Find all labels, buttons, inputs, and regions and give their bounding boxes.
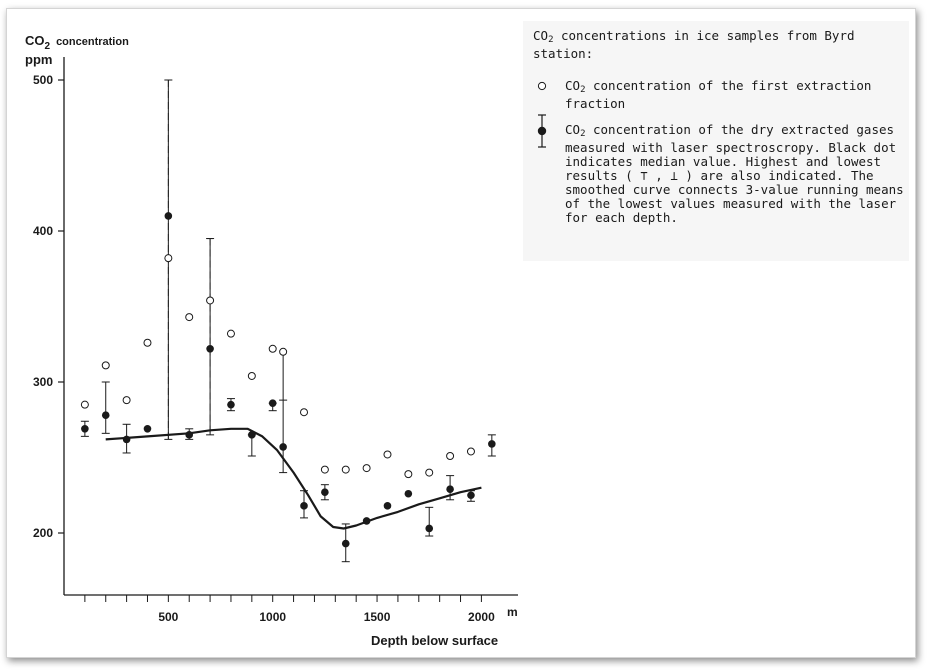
- first-extraction-point: [206, 296, 215, 305]
- first-extraction-point: [143, 338, 152, 347]
- laser-median-dot: [467, 491, 475, 500]
- x-axis-unit: m: [507, 605, 518, 619]
- first-extraction-point: [247, 371, 256, 380]
- co2-chart: CO2 concentration ppm Depth below surface…: [25, 33, 518, 648]
- laser-median-dot: [362, 517, 371, 525]
- laser-median-dot: [164, 212, 173, 220]
- laser-median-dot: [446, 485, 454, 494]
- first-extraction-point: [300, 408, 309, 417]
- x-tick-label: 1000: [259, 610, 286, 624]
- y-tick-label: 400: [33, 224, 53, 238]
- laser-median-dot: [143, 425, 152, 433]
- laser-median-dot: [279, 443, 287, 451]
- first-extraction-point: [80, 400, 89, 409]
- marks: [80, 79, 496, 563]
- first-extraction-point: [425, 468, 434, 477]
- laser-median-dot: [206, 344, 214, 353]
- open-circle-icon: [533, 79, 553, 98]
- first-extraction-point: [101, 361, 110, 370]
- axes: [63, 57, 518, 596]
- x-tick-label: 1500: [364, 610, 391, 624]
- y-axis-label: CO2 concentration: [25, 33, 129, 52]
- first-extraction-point: [446, 451, 455, 460]
- error-bar-dot-icon: [533, 113, 553, 152]
- laser-median-dot: [81, 425, 89, 433]
- laser-median-dot: [488, 440, 496, 448]
- first-extraction-point: [466, 447, 475, 456]
- y-tick-label: 300: [33, 375, 53, 389]
- laser-median-dot: [404, 489, 413, 498]
- first-extraction-point: [122, 396, 131, 405]
- laser-median-dot: [122, 435, 131, 444]
- laser-median-dot: [321, 488, 329, 497]
- smoothed-curve: [105, 427, 482, 530]
- laser-median-dot: [268, 399, 277, 407]
- first-extraction-point: [404, 470, 413, 479]
- legend-title: CO2 concentrations in ice samples from B…: [533, 28, 863, 61]
- x-axis-label: Depth below surface: [371, 633, 498, 648]
- y-axis-unit: ppm: [25, 52, 52, 67]
- first-extraction-point: [268, 344, 277, 353]
- first-extraction-point: [320, 465, 329, 474]
- figure-frame: CO2 concentration ppm Depth below surface…: [6, 8, 916, 658]
- first-extraction-point: [164, 254, 173, 263]
- laser-median-dot: [341, 539, 350, 548]
- laser-median-dot: [383, 502, 392, 510]
- first-extraction-point: [226, 329, 235, 338]
- x-tick-label: 500: [158, 610, 178, 624]
- ticks: 500 1000 1500 2000 200 300 400 500: [33, 73, 495, 624]
- laser-median-dot: [185, 431, 194, 439]
- first-extraction-point: [341, 465, 350, 474]
- first-extraction-point: [185, 313, 194, 322]
- first-extraction-point: [362, 464, 371, 473]
- first-extraction-point: [383, 450, 392, 459]
- first-extraction-point: [279, 347, 288, 356]
- y-tick-label: 500: [33, 73, 53, 87]
- laser-median-dot: [101, 411, 110, 420]
- laser-median-dot: [248, 431, 256, 439]
- y-tick-label: 200: [33, 526, 53, 540]
- legend: CO2 concentrations in ice samples from B…: [523, 21, 909, 261]
- laser-median-dot: [300, 502, 308, 510]
- x-tick-label: 2000: [468, 610, 495, 624]
- laser-median-dot: [227, 400, 235, 409]
- laser-median-dot: [425, 524, 434, 533]
